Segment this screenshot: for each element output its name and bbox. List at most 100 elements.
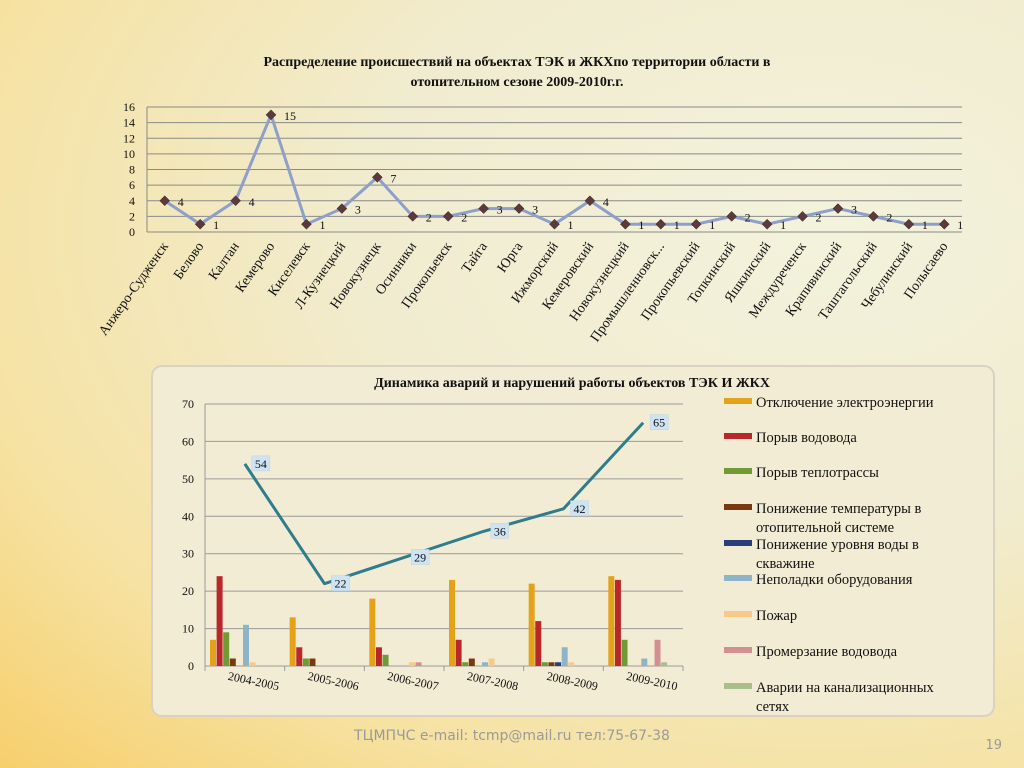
- bottom-bar: [369, 598, 376, 666]
- bottom-total-label: 36: [494, 524, 506, 538]
- top-data-label: 7: [390, 171, 396, 185]
- top-data-label: 1: [780, 218, 786, 232]
- top-data-marker: [407, 211, 419, 222]
- bottom-total-label-box: [490, 523, 510, 539]
- top-data-label: 1: [568, 218, 574, 232]
- accident-dynamics-panel: Динамика аварий и нарушений работы объек…: [151, 365, 995, 717]
- top-data-label: 2: [886, 210, 892, 224]
- top-data-marker: [194, 218, 206, 230]
- top-y-tick-label: 8: [129, 163, 135, 177]
- top-x-category-label: Белово: [171, 240, 207, 283]
- bottom-y-tick-label: 60: [182, 434, 194, 448]
- top-data-marker: [584, 195, 596, 207]
- top-data-label: 15: [284, 109, 296, 123]
- legend-label: Понижение температуры в отопительной сист…: [756, 501, 922, 536]
- bottom-total-label: 65: [653, 416, 665, 430]
- bottom-bar: [302, 658, 309, 666]
- bottom-chart-y-axis: 0 10 20 30 40 50 60 70: [182, 397, 194, 673]
- bottom-bar: [548, 662, 555, 666]
- legend-label: Промерзание водовода: [756, 644, 898, 660]
- top-data-label: 4: [603, 195, 609, 209]
- bottom-bar: [528, 583, 535, 666]
- top-data-label: 2: [461, 210, 467, 224]
- bottom-bar: [621, 639, 628, 666]
- top-chart-x-axis: Анжеро-Судженск БеловоКалтанКемеровоКисел…: [96, 239, 951, 345]
- bottom-bar: [468, 658, 475, 666]
- top-data-label: 4: [178, 195, 184, 209]
- bottom-y-tick-label: 50: [182, 472, 194, 486]
- top-data-marker: [442, 211, 454, 222]
- top-y-tick-label: 16: [123, 100, 135, 114]
- top-y-tick-label: 10: [123, 147, 135, 161]
- bottom-bar: [449, 579, 455, 666]
- top-data-label: 3: [355, 203, 361, 217]
- bottom-bar: [541, 662, 548, 666]
- top-data-marker: [903, 218, 915, 230]
- legend-swatch: [724, 611, 752, 617]
- legend-label: Отключение электроэнергии: [756, 395, 934, 411]
- incidents-by-territory-chart: Распределение происшествий на объектах Т…: [96, 55, 963, 345]
- bottom-bar: [289, 617, 296, 666]
- bottom-chart-gridlines: [204, 403, 684, 671]
- top-data-marker: [690, 218, 702, 230]
- bottom-bar: [415, 662, 422, 666]
- top-data-label: 2: [426, 210, 432, 224]
- top-chart-title-line-2: отопительном сезоне 2009-2010г.г.: [411, 75, 624, 90]
- bottom-y-tick-label: 20: [182, 584, 194, 598]
- top-chart-series: 4 1 4 15 1 3 7 2 2 3 3 1 4 1 1 1 2 1 2 3 2 1 1: [159, 109, 963, 232]
- bottom-total-label: 22: [335, 577, 347, 591]
- bottom-bar: [654, 639, 661, 666]
- legend-label: Пожар: [756, 608, 797, 624]
- bottom-bar: [561, 647, 568, 666]
- top-data-marker: [726, 211, 738, 222]
- legend-swatch: [724, 647, 752, 653]
- top-data-label: 1: [922, 218, 928, 232]
- bottom-bar: [216, 576, 223, 666]
- legend-label: Аварии на канализационных сетях: [756, 680, 935, 715]
- bottom-bar: [608, 576, 615, 666]
- bottom-total-label-box: [649, 414, 669, 430]
- bottom-bar: [210, 639, 216, 666]
- bottom-total-label-box: [251, 455, 271, 472]
- bottom-total-label: 54: [255, 457, 267, 471]
- bottom-chart-bars: [210, 576, 668, 666]
- top-data-marker: [371, 171, 383, 183]
- bottom-bar: [382, 654, 389, 666]
- bottom-y-tick-label: 70: [182, 397, 194, 411]
- bottom-bar: [661, 662, 668, 666]
- bottom-bar: [249, 662, 256, 666]
- top-data-marker: [549, 218, 560, 230]
- top-data-label: 2: [816, 210, 822, 224]
- top-data-marker: [159, 195, 171, 207]
- bottom-bar: [555, 662, 562, 666]
- legend-swatch: [724, 540, 752, 546]
- top-y-tick-label: 12: [123, 131, 135, 145]
- top-y-tick-label: 14: [123, 116, 135, 130]
- legend-swatch: [724, 683, 752, 689]
- top-data-label: 4: [249, 195, 255, 209]
- bottom-bar: [568, 662, 575, 666]
- top-y-tick-label: 4: [129, 194, 135, 208]
- bottom-bar: [408, 662, 415, 666]
- top-chart-gridlines: [146, 106, 962, 233]
- legend-swatch: [724, 575, 752, 581]
- top-x-category-label: Юрга: [495, 239, 527, 276]
- top-data-label: 1: [957, 218, 963, 232]
- bottom-bar: [462, 662, 469, 666]
- bottom-bar: [482, 662, 488, 666]
- bottom-y-tick-label: 0: [188, 659, 194, 673]
- bottom-bar: [488, 658, 495, 666]
- top-data-label: 3: [532, 203, 538, 217]
- bottom-bar: [309, 658, 316, 666]
- bottom-total-label: 29: [414, 550, 426, 564]
- legend-swatch: [724, 433, 752, 439]
- legend-swatch: [724, 468, 752, 474]
- bottom-y-tick-label: 10: [182, 622, 194, 636]
- bottom-y-tick-label: 40: [182, 509, 194, 523]
- bottom-chart-title: Динамика аварий и нарушений работы объек…: [374, 376, 770, 391]
- legend-swatch: [724, 504, 752, 510]
- top-data-marker: [761, 218, 773, 230]
- top-data-marker: [797, 211, 808, 222]
